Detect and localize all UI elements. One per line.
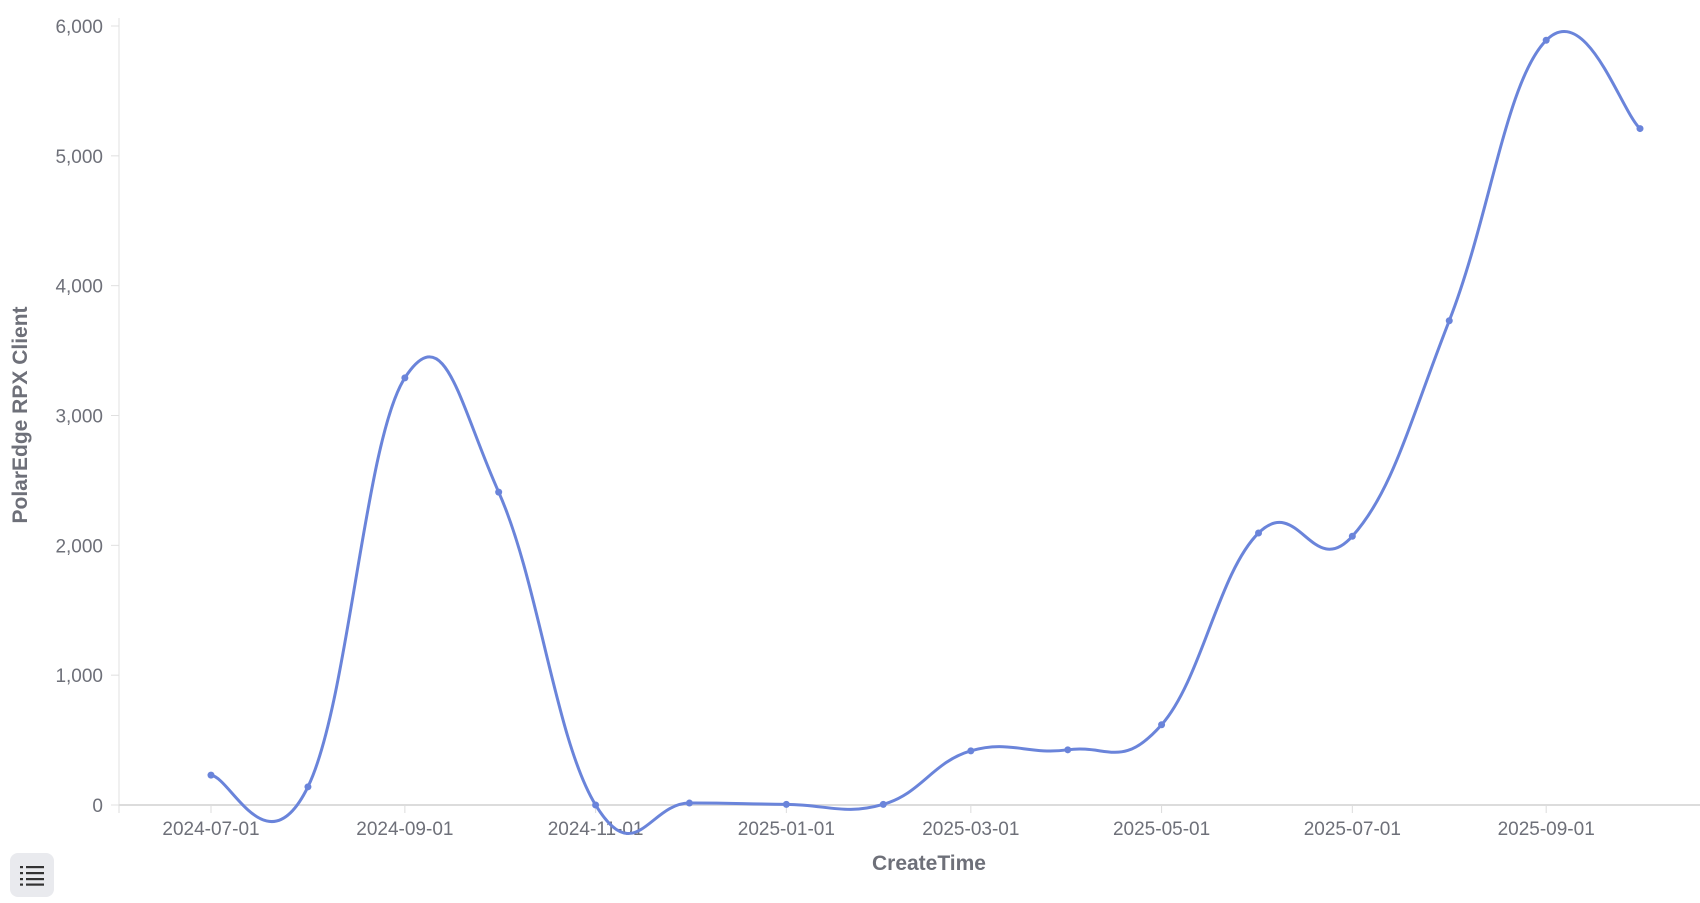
data-point — [685, 799, 693, 807]
data-point — [967, 747, 975, 755]
x-tick-label: 2025-01-01 — [738, 819, 835, 840]
x-tick-label: 2024-07-01 — [162, 819, 259, 840]
data-point — [495, 488, 503, 496]
data-point — [304, 783, 312, 791]
x-axis-title: CreateTime — [872, 852, 986, 875]
y-axis-title: PolarEdge RPX Client — [9, 306, 32, 523]
series — [207, 30, 1644, 835]
data-point — [1158, 721, 1166, 729]
y-tick-label: 4,000 — [55, 277, 103, 298]
x-tick-label: 2024-09-01 — [356, 819, 453, 840]
x-tick-label: 2025-03-01 — [922, 819, 1019, 840]
data-point — [1064, 746, 1072, 754]
x-tick-label: 2024-11-01 — [548, 819, 644, 840]
y-tick-label: 3,000 — [55, 407, 103, 428]
x-tick-label: 2025-09-01 — [1498, 819, 1595, 840]
data-point — [1445, 317, 1453, 325]
x-tick-label: 2025-07-01 — [1304, 819, 1401, 840]
y-axis: 0 1,000 2,000 3,000 4,000 5,000 6,000 — [55, 17, 120, 817]
y-tick-label: 5,000 — [55, 147, 103, 168]
data-point — [782, 800, 790, 808]
x-tick-label: 2025-05-01 — [1113, 819, 1210, 840]
data-point — [592, 801, 600, 809]
list-icon — [20, 866, 44, 886]
data-point — [1255, 529, 1263, 537]
series-line — [210, 30, 1642, 835]
y-tick-label: 2,000 — [55, 536, 103, 557]
data-point — [1348, 532, 1356, 540]
y-tick-label: 6,000 — [55, 17, 103, 38]
legend-toggle-button[interactable] — [10, 853, 54, 897]
x-axis: 2024-07-01 2024-09-01 2024-11-01 2025-01-01… — [118, 804, 1700, 840]
y-tick-label: 1,000 — [55, 666, 103, 687]
y-tick-label: 0 — [92, 796, 103, 817]
data-point — [401, 374, 409, 382]
data-point — [1542, 36, 1550, 44]
data-point — [207, 771, 215, 779]
data-point — [879, 800, 887, 808]
data-point — [1636, 125, 1644, 133]
